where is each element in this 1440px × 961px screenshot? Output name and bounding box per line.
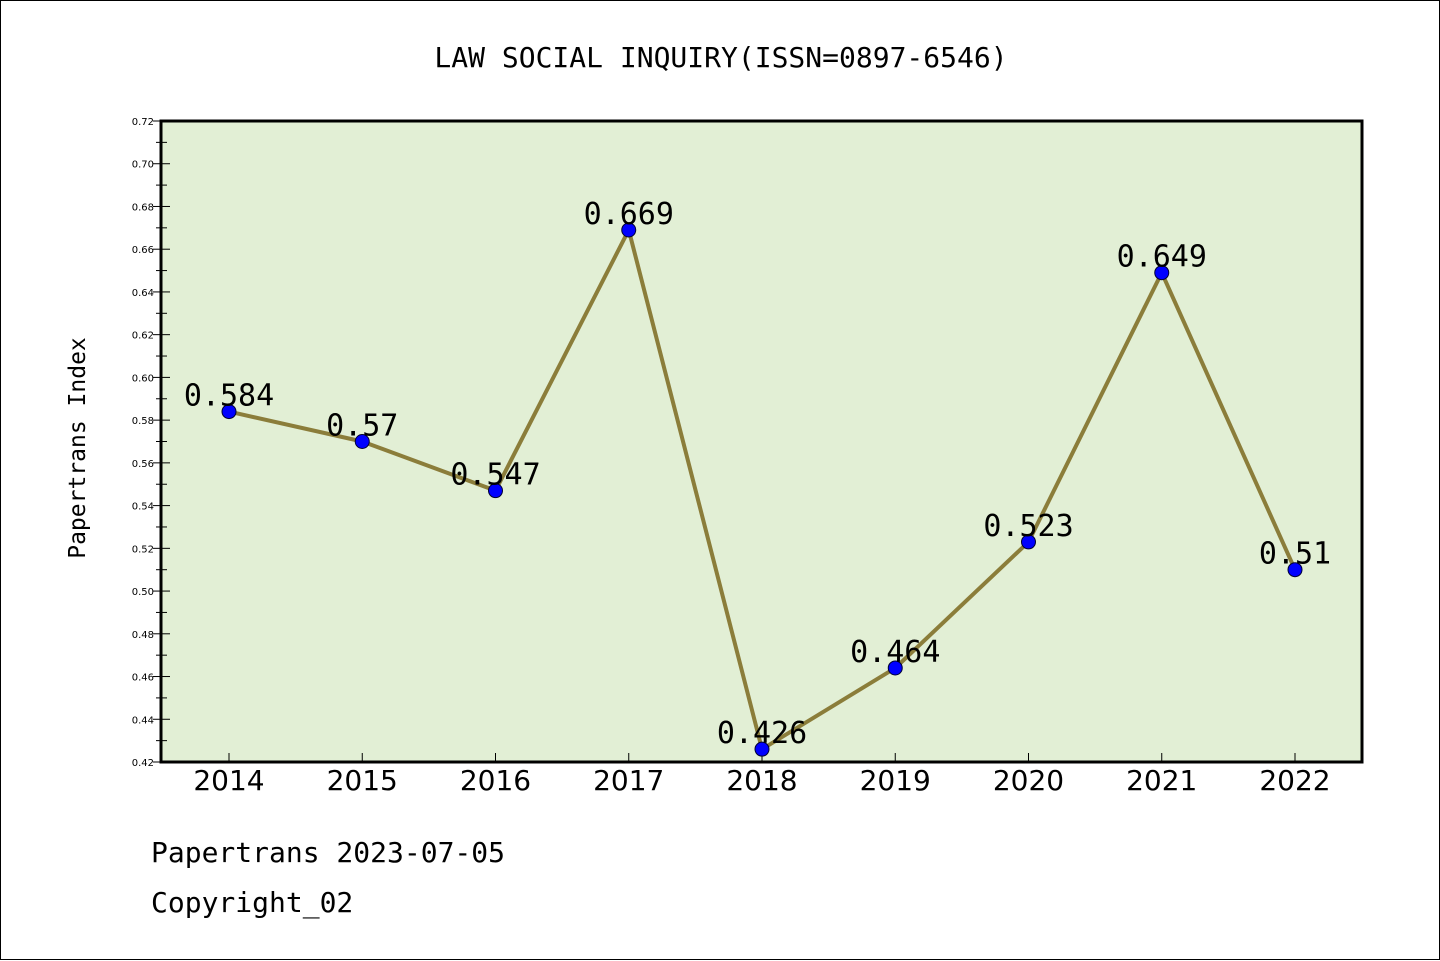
y-tick-label: 0.44 xyxy=(132,715,154,726)
data-label: 0.523 xyxy=(983,509,1073,544)
x-tick-label: 2020 xyxy=(993,764,1064,797)
x-tick-label: 2022 xyxy=(1259,764,1330,797)
x-tick-label: 2016 xyxy=(460,764,531,797)
y-tick-label: 0.48 xyxy=(132,630,154,641)
y-tick-label: 0.50 xyxy=(132,587,154,598)
y-tick-label: 0.46 xyxy=(132,673,154,684)
y-tick-label: 0.62 xyxy=(132,331,154,342)
data-point xyxy=(1287,562,1303,578)
x-tick-label: 2014 xyxy=(193,764,264,797)
data-series xyxy=(221,222,1303,757)
data-label: 0.547 xyxy=(450,458,540,493)
y-axis-label: Papertrans Index xyxy=(65,337,91,559)
data-point xyxy=(1021,534,1036,550)
y-tick-label: 0.60 xyxy=(132,373,154,384)
chart-title: LAW SOCIAL INQUIRY(ISSN=0897-6546) xyxy=(434,41,1007,74)
data-labels: 0.584 0.57 0.547 0.669 0.426 0.464 0.523 0.649 0… xyxy=(184,197,1331,751)
y-axis: 0.42 0.44 0.46 0.48 0.50 0.52 0.54 0.56 0.58 0.60… xyxy=(132,117,170,769)
data-label: 0.51 xyxy=(1259,537,1331,572)
data-point xyxy=(354,434,370,449)
data-point xyxy=(488,483,503,499)
y-tick-label: 0.66 xyxy=(132,245,154,256)
data-point xyxy=(754,741,770,757)
data-label: 0.464 xyxy=(850,635,940,670)
data-label: 0.584 xyxy=(184,379,274,414)
x-axis: 2014 2015 2016 2017 2018 2019 2020 2021 2022 xyxy=(193,753,1331,797)
y-tick-label: 0.54 xyxy=(132,502,154,513)
x-tick-label: 2018 xyxy=(726,764,797,797)
y-tick-label: 0.42 xyxy=(132,758,154,769)
data-label: 0.426 xyxy=(717,716,807,751)
y-tick-label: 0.58 xyxy=(132,416,154,427)
y-tick-label: 0.68 xyxy=(132,202,154,213)
y-tick-label: 0.56 xyxy=(132,459,154,470)
footer-date: Papertrans 2023-07-05 xyxy=(151,836,506,869)
y-tick-label: 0.72 xyxy=(132,117,154,128)
x-tick-label: 2021 xyxy=(1126,764,1197,797)
data-point xyxy=(621,222,637,238)
y-tick-label: 0.52 xyxy=(132,544,154,555)
y-tick-label: 0.70 xyxy=(132,160,154,171)
y-tick-label: 0.64 xyxy=(132,288,154,299)
x-tick-label: 2019 xyxy=(860,764,931,797)
data-point xyxy=(887,660,903,676)
footer-copyright: Copyright_02 xyxy=(151,886,354,919)
x-tick-label: 2015 xyxy=(327,764,398,797)
x-tick-label: 2017 xyxy=(593,764,664,797)
data-label: 0.57 xyxy=(326,409,398,444)
data-point xyxy=(221,404,237,420)
data-label: 0.649 xyxy=(1117,240,1207,275)
data-label: 0.669 xyxy=(584,197,674,232)
data-point xyxy=(1154,265,1170,281)
